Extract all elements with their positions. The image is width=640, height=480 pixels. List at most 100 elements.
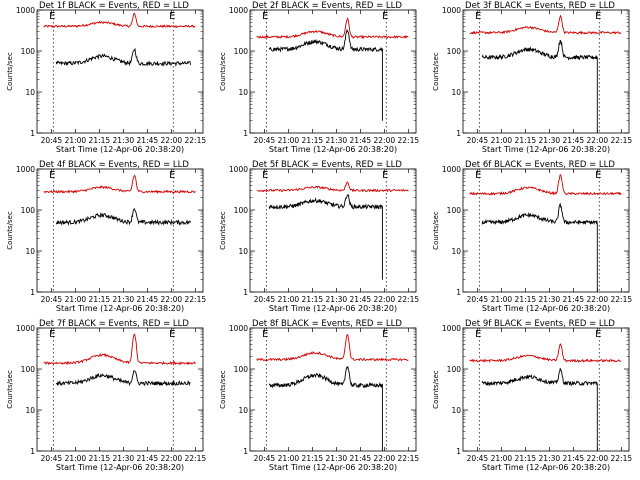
x-tick-label: 21:30 bbox=[113, 295, 135, 304]
y-axis-label: Counts/sec bbox=[219, 211, 227, 250]
lld-series-line bbox=[256, 334, 409, 362]
y-tick-label: 1 bbox=[243, 447, 248, 456]
x-tick-label: 20:45 bbox=[254, 136, 276, 145]
corner-mark-right: E bbox=[169, 170, 175, 181]
x-tick-label: 21:30 bbox=[326, 136, 348, 145]
x-axis-label: Start Time (12-Apr-06 20:38:20) bbox=[269, 304, 397, 313]
y-axis-label: Counts/sec bbox=[432, 211, 440, 250]
x-axis-label: Start Time (12-Apr-06 20:38:20) bbox=[482, 145, 610, 154]
corner-mark-left: E bbox=[262, 329, 268, 340]
x-tick-label: 21:30 bbox=[326, 295, 348, 304]
x-axis-label: Start Time (12-Apr-06 20:38:20) bbox=[56, 145, 184, 154]
y-tick-label: 10 bbox=[25, 88, 35, 97]
panel-title: Det 7f BLACK = Events, RED = LLD bbox=[39, 319, 189, 329]
y-tick-label: 10 bbox=[451, 406, 461, 415]
y-tick-label: 1 bbox=[456, 129, 461, 138]
y-tick-label: 100 bbox=[21, 206, 36, 215]
panel-title: Det 5f BLACK = Events, RED = LLD bbox=[252, 160, 402, 170]
y-tick-label: 10 bbox=[238, 88, 248, 97]
x-tick-label: 22:00 bbox=[374, 454, 396, 463]
y-tick-label: 100 bbox=[447, 365, 462, 374]
y-tick-label: 100 bbox=[234, 365, 249, 374]
events-series-line bbox=[481, 202, 598, 292]
y-tick-label: 100 bbox=[447, 47, 462, 56]
x-tick-label: 21:45 bbox=[563, 454, 585, 463]
panel-title: Det 3f BLACK = Events, RED = LLD bbox=[465, 1, 615, 11]
x-tick-label: 22:15 bbox=[185, 136, 207, 145]
x-axis-label: Start Time (12-Apr-06 20:38:20) bbox=[482, 463, 610, 472]
plot-frame bbox=[249, 9, 417, 134]
y-tick-label: 1000 bbox=[229, 324, 248, 333]
x-tick-label: 21:45 bbox=[350, 136, 372, 145]
lld-series-line bbox=[256, 181, 409, 193]
x-tick-label: 20:45 bbox=[254, 454, 276, 463]
lld-series-line bbox=[43, 333, 196, 366]
panel-8: Det 8f BLACK = Events, RED = LLD 1 10 100 10… bbox=[219, 319, 419, 472]
corner-mark-left: E bbox=[475, 11, 481, 22]
plot-frame bbox=[462, 9, 630, 134]
panel-5: Det 5f BLACK = Events, RED = LLD 1 10 100 10… bbox=[219, 160, 419, 313]
y-tick-label: 10 bbox=[25, 406, 35, 415]
x-tick-label: 21:00 bbox=[278, 136, 300, 145]
corner-mark-left: E bbox=[475, 170, 481, 181]
corner-mark-left: E bbox=[475, 329, 481, 340]
corner-mark-left: E bbox=[49, 329, 55, 340]
x-tick-label: 20:45 bbox=[467, 136, 489, 145]
x-tick-label: 21:00 bbox=[278, 295, 300, 304]
corner-mark-right: E bbox=[382, 11, 388, 22]
x-tick-label: 21:30 bbox=[539, 136, 561, 145]
panel-4: Det 4f BLACK = Events, RED = LLD 1 10 100 10… bbox=[6, 160, 206, 313]
y-tick-label: 100 bbox=[21, 47, 36, 56]
x-tick-label: 22:00 bbox=[161, 295, 183, 304]
events-series-line bbox=[55, 370, 191, 387]
x-tick-label: 20:45 bbox=[41, 136, 63, 145]
panel-3: Det 3f BLACK = Events, RED = LLD 1 10 100 10… bbox=[432, 1, 632, 154]
x-tick-label: 21:45 bbox=[350, 295, 372, 304]
lld-series-line bbox=[469, 343, 622, 363]
x-tick-label: 22:15 bbox=[398, 454, 420, 463]
x-tick-label: 21:45 bbox=[563, 136, 585, 145]
y-tick-label: 100 bbox=[21, 365, 36, 374]
y-tick-label: 10 bbox=[238, 247, 248, 256]
plot-frame bbox=[249, 327, 417, 452]
panel-2: Det 2f BLACK = Events, RED = LLD 1 10 100 10… bbox=[219, 1, 419, 154]
events-series-line bbox=[481, 368, 598, 451]
x-tick-label: 21:15 bbox=[515, 136, 537, 145]
events-series-line bbox=[55, 207, 191, 226]
y-tick-label: 10 bbox=[451, 88, 461, 97]
y-tick-label: 100 bbox=[234, 206, 249, 215]
x-tick-label: 21:30 bbox=[326, 454, 348, 463]
lld-series-line bbox=[256, 17, 409, 40]
x-axis-label: Start Time (12-Apr-06 20:38:20) bbox=[56, 463, 184, 472]
x-tick-label: 21:00 bbox=[491, 295, 513, 304]
y-tick-label: 1000 bbox=[229, 6, 248, 15]
corner-mark-left: E bbox=[262, 11, 268, 22]
y-axis-label: Counts/sec bbox=[219, 52, 227, 91]
x-tick-label: 21:45 bbox=[563, 295, 585, 304]
x-tick-label: 21:15 bbox=[302, 454, 324, 463]
corner-mark-left: E bbox=[49, 170, 55, 181]
x-tick-label: 20:45 bbox=[41, 295, 63, 304]
x-tick-label: 22:00 bbox=[161, 136, 183, 145]
x-tick-label: 21:15 bbox=[89, 454, 111, 463]
x-axis-label: Start Time (12-Apr-06 20:38:20) bbox=[482, 304, 610, 313]
events-series-line bbox=[481, 39, 598, 133]
x-tick-label: 22:15 bbox=[398, 295, 420, 304]
x-tick-label: 22:00 bbox=[587, 454, 609, 463]
x-tick-label: 22:15 bbox=[611, 295, 633, 304]
y-axis-label: Counts/sec bbox=[219, 370, 227, 409]
corner-mark-right: E bbox=[595, 170, 601, 181]
corner-mark-right: E bbox=[382, 329, 388, 340]
corner-mark-right: E bbox=[595, 329, 601, 340]
panel-title: Det 1f BLACK = Events, RED = LLD bbox=[39, 1, 189, 11]
x-tick-label: 21:45 bbox=[137, 136, 159, 145]
x-tick-label: 21:00 bbox=[491, 454, 513, 463]
y-tick-label: 1000 bbox=[16, 165, 35, 174]
events-series-line bbox=[268, 366, 383, 451]
x-tick-label: 22:00 bbox=[374, 136, 396, 145]
corner-mark-right: E bbox=[595, 11, 601, 22]
plot-frame bbox=[36, 9, 204, 134]
y-tick-label: 1000 bbox=[16, 324, 35, 333]
lld-series-line bbox=[469, 174, 622, 196]
x-tick-label: 21:30 bbox=[113, 136, 135, 145]
